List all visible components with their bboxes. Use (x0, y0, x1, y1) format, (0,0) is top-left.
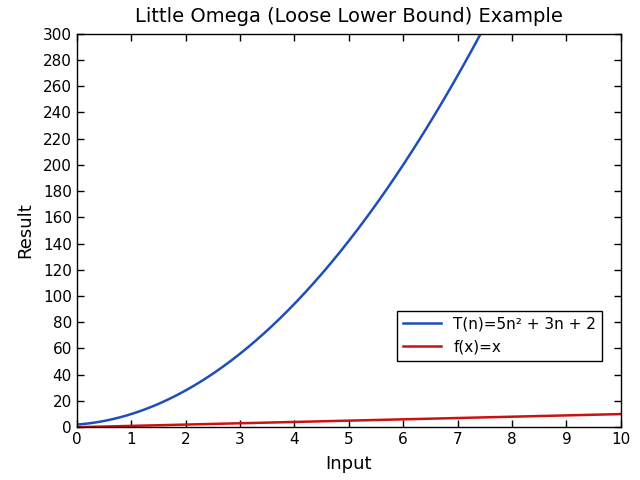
f(x)=x (73, 424, 81, 430)
Line: T(n)=5n² + 3n + 2: T(n)=5n² + 3n + 2 (77, 0, 621, 425)
f(x)=x (312, 419, 320, 424)
T(n)=5n² + 3n + 2 (447, 85, 454, 91)
Legend: T(n)=5n² + 3n + 2, f(x)=x: T(n)=5n² + 3n + 2, f(x)=x (397, 311, 602, 360)
X-axis label: Input: Input (326, 456, 372, 473)
f(x)=x (293, 419, 301, 425)
f(x)=x (447, 415, 454, 421)
f(x)=x (507, 414, 515, 420)
T(n)=5n² + 3n + 2 (312, 277, 320, 283)
f(x)=x (497, 414, 505, 420)
T(n)=5n² + 3n + 2 (73, 422, 81, 428)
T(n)=5n² + 3n + 2 (293, 299, 301, 304)
f(x)=x (617, 411, 625, 417)
Line: f(x)=x: f(x)=x (77, 414, 621, 427)
Y-axis label: Result: Result (17, 203, 35, 258)
Title: Little Omega (Loose Lower Bound) Example: Little Omega (Loose Lower Bound) Example (135, 8, 563, 26)
f(x)=x (129, 423, 136, 429)
T(n)=5n² + 3n + 2 (129, 411, 136, 417)
